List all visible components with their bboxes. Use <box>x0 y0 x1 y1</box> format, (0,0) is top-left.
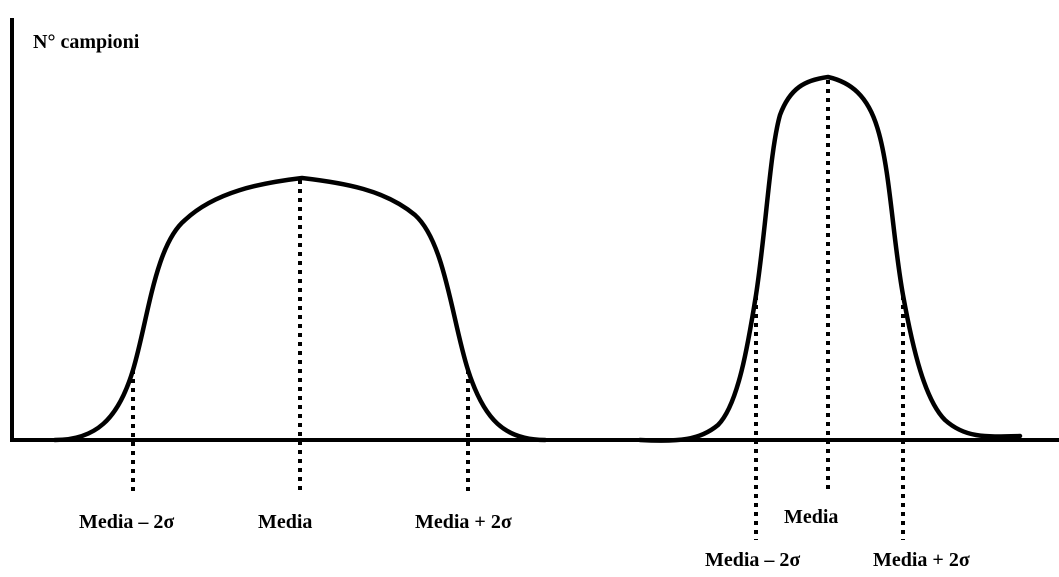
y-axis-label: N° campioni <box>33 31 140 53</box>
narrow-distribution-curve <box>637 74 1023 443</box>
narrow-minus-2sigma-label: Media – 2σ <box>705 549 800 571</box>
wide-plus-2sigma-label: Media + 2σ <box>415 511 512 533</box>
wide-distribution-curve <box>52 175 548 443</box>
narrow-mean-label: Media <box>784 506 838 528</box>
narrow-plus-2sigma-label: Media + 2σ <box>873 549 970 571</box>
wide-mean-label: Media <box>258 511 312 533</box>
wide-minus-2sigma-label: Media – 2σ <box>79 511 174 533</box>
